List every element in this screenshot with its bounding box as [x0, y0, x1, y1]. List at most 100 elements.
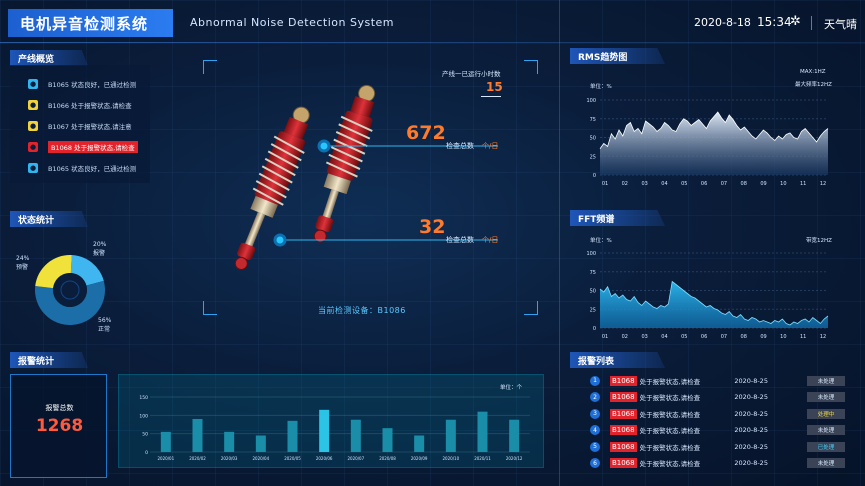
check-count-a: 672	[406, 122, 446, 144]
device-status-icon: ●	[28, 121, 38, 131]
runtime-label: 产线一已运行小时数	[442, 70, 501, 78]
device-status-icon: ●	[28, 163, 38, 173]
y-tick-label: 75	[590, 117, 596, 123]
alarm-total-label: 报警总数	[45, 404, 74, 412]
alarm-row-number: 1	[590, 375, 600, 386]
x-tick-label: 2020/07	[348, 456, 365, 461]
x-tick-label: 08	[741, 181, 747, 187]
fft-section-title: FFT频谱	[570, 210, 665, 226]
production-item[interactable]: ● B1065 状态良好，已通过检测	[10, 159, 150, 177]
alarm-row-description: 处于报警状态,请检查	[639, 443, 701, 452]
production-section-title: 产线概览	[10, 50, 88, 66]
production-item[interactable]: ● B1066 处于报警状态,请检查	[10, 96, 150, 114]
header-date: 2020-8-18	[694, 16, 751, 29]
x-tick-label: 01	[602, 181, 608, 187]
bar	[445, 419, 456, 452]
y-tick-label: 100	[586, 251, 596, 257]
check-count-unit-b: 个/日	[482, 236, 499, 244]
x-tick-label: 08	[741, 334, 747, 340]
rms-section-title: RMS趋势图	[570, 48, 665, 64]
y-tick-label: 50	[590, 136, 596, 142]
alarm-row-date: 2020-8-25	[734, 459, 768, 467]
x-tick-label: 03	[641, 334, 647, 340]
rms-trend-chart: 100 75 50 25 0 01 02 03 04 05 06 07 08 09 10 11 12	[586, 98, 829, 187]
rms-max-note: MAX:1HZ	[800, 69, 826, 75]
x-tick-label: 06	[701, 181, 707, 187]
bar	[382, 428, 393, 452]
donut-slice	[70, 255, 104, 286]
y-tick-label: 150	[139, 395, 148, 401]
x-tick-label: 02	[622, 334, 628, 340]
bar	[477, 411, 488, 452]
check-count-label-b: 检查总数	[446, 236, 474, 244]
x-tick-label: 2020/05	[284, 456, 301, 461]
alarm-status-button[interactable]: 处理中	[807, 408, 845, 419]
alarm-row-code: B1068	[609, 408, 637, 419]
alarm-list-row[interactable]: 2 B1068 处于报警状态,请检查 2020-8-25 未处理	[585, 390, 845, 405]
alarm-row-date: 2020-8-25	[734, 442, 768, 451]
alarm-list-row[interactable]: 6 B1068 处于报警状态,请检查 2020-8-25 未处理	[585, 456, 845, 471]
runtime-value: 15	[486, 80, 503, 94]
y-tick-label: 100	[586, 98, 596, 104]
production-item[interactable]: ● B1065 状态良好，已通过检测	[10, 75, 150, 93]
alarm-row-code: B1068	[609, 425, 637, 435]
alarm-row-number: 3	[590, 408, 600, 419]
shock-absorber-left	[234, 106, 310, 270]
rms-unit-label: 单位：%	[590, 84, 612, 90]
alarm-status-button[interactable]: 未处理	[807, 375, 845, 386]
rms-max-freq-note: 最大频率12HZ	[795, 82, 832, 88]
bar	[319, 409, 330, 452]
alarm-list-row[interactable]: 4 B1068 处于报警状态,请检查 2020-8-25 未处理	[585, 423, 845, 438]
bar	[192, 419, 203, 452]
production-item[interactable]: ● B1068 处于报警状态,请检查	[10, 138, 150, 156]
header-time: 15:34	[757, 15, 792, 29]
alarm-list-row[interactable]: 3 B1068 处于报警状态,请检查 2020-8-25 处理中	[585, 406, 845, 421]
x-tick-label: 03	[641, 181, 647, 187]
series-line	[599, 111, 829, 149]
alarm-row-code: B1068	[609, 375, 637, 386]
y-tick-label: 25	[590, 154, 596, 160]
y-tick-label: 25	[590, 307, 596, 313]
x-tick-label: 09	[760, 181, 766, 187]
gear-icon[interactable]: ✲	[790, 14, 801, 29]
alarm-status-button[interactable]: 未处理	[807, 425, 845, 435]
alarm-row-description: 处于报警状态,请检查	[639, 460, 701, 468]
alarm-row-description: 处于报警状态,请检查	[639, 410, 701, 419]
x-tick-label: 10	[780, 181, 786, 187]
alarm-list-row[interactable]: 5 B1068 处于报警状态,请检查 2020-8-25 已处理	[585, 439, 845, 454]
alarm-row-date: 2020-8-25	[734, 393, 768, 401]
status-section-title: 状态统计	[10, 211, 88, 227]
callout-dot	[317, 139, 331, 153]
bar	[224, 431, 235, 452]
x-tick-label: 07	[721, 181, 727, 187]
donut-label-warning: 24% 预警	[16, 255, 30, 271]
alarm-list-row[interactable]: 1 B1068 处于报警状态,请检查 2020-8-25 未处理	[585, 373, 845, 388]
x-tick-label: 2020/03	[221, 456, 238, 461]
alarm-row-code: B1068	[609, 458, 637, 468]
alarm-bar-panel	[118, 374, 544, 468]
series-line	[599, 280, 829, 326]
alarm-status-button[interactable]: 已处理	[807, 441, 845, 452]
bar	[160, 431, 171, 452]
x-tick-label: 02	[622, 181, 628, 187]
series-area	[600, 112, 828, 175]
x-tick-label: 2020/01	[158, 456, 175, 461]
x-tick-label: 2020/06	[316, 456, 333, 461]
alarm-status-button[interactable]: 未处理	[807, 392, 845, 402]
production-item[interactable]: ● B1067 处于报警状态,请注意	[10, 117, 150, 135]
y-tick-label: 0	[145, 450, 148, 456]
x-tick-label: 05	[681, 334, 687, 340]
x-tick-label: 09	[760, 334, 766, 340]
x-tick-label: 2020/02	[189, 456, 206, 461]
x-tick-label: 2020/12	[506, 456, 523, 461]
x-tick-label: 06	[701, 334, 707, 340]
fft-freq-note: 带宽12HZ	[806, 238, 832, 244]
alarm-status-button[interactable]: 未处理	[807, 458, 845, 468]
production-panel: ● B1065 状态良好，已通过检测 ● B1066 处于报警状态,请检查 ● B1067…	[10, 65, 150, 183]
app-subtitle: Abnormal Noise Detection System	[190, 16, 395, 29]
donut-slice	[35, 255, 72, 289]
production-item-text: B1066 处于报警状态,请检查	[48, 102, 132, 110]
x-tick-label: 12	[820, 181, 826, 187]
alarm-row-number: 4	[590, 425, 600, 435]
bar	[255, 435, 266, 452]
